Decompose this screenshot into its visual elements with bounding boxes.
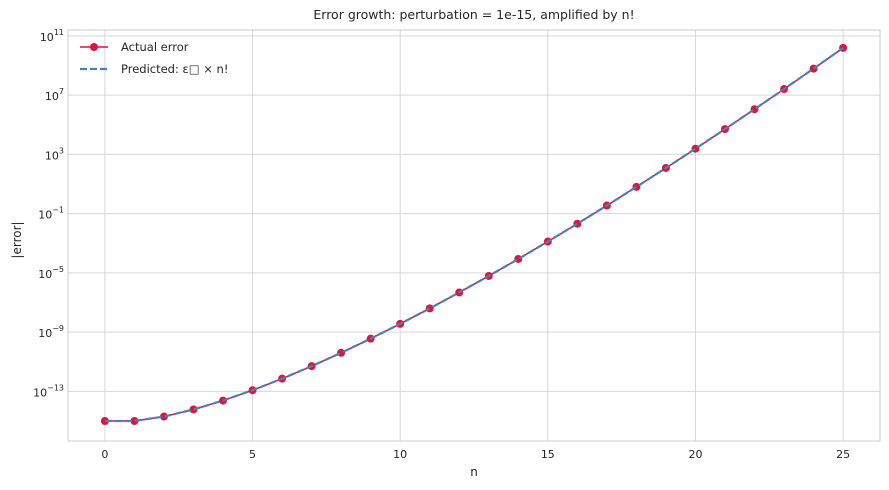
actual-error-point	[159, 412, 168, 421]
x-tick-label: 15	[541, 448, 555, 461]
x-axis-ticks: 0 5 10 15 20 25	[101, 448, 850, 461]
y-tick-label: 10−13	[33, 383, 64, 399]
actual-error-point	[337, 348, 346, 357]
legend-actual-label: Actual error	[121, 40, 189, 54]
legend-predicted-label: Predicted: ε□ × n!	[121, 62, 228, 76]
predicted-error-line	[104, 47, 844, 423]
actual-error-point	[189, 405, 198, 414]
y-axis-ticks: 10−13 10−9 10−5 10−1 103 107 1011	[33, 28, 64, 399]
x-tick-label: 20	[688, 448, 702, 461]
legend-actual-marker	[90, 43, 98, 51]
legend: Actual error Predicted: ε□ × n!	[80, 40, 228, 76]
x-tick-label: 10	[393, 448, 407, 461]
y-tick-label: 103	[45, 146, 64, 162]
grid	[68, 30, 880, 441]
chart-title: Error growth: perturbation = 1e-15, ampl…	[313, 7, 634, 22]
actual-error-point	[130, 417, 139, 426]
y-tick-label: 10−1	[38, 206, 64, 222]
series-layer	[100, 43, 848, 426]
x-tick-label: 25	[836, 448, 850, 461]
y-tick-label: 107	[45, 87, 64, 103]
y-axis-label: |error|	[10, 221, 24, 258]
actual-error-point	[425, 304, 434, 313]
x-tick-label: 5	[249, 448, 256, 461]
x-axis-label: n	[470, 465, 478, 479]
x-tick-label: 0	[101, 448, 108, 461]
actual-error-line	[104, 47, 844, 422]
plot-area	[67, 29, 881, 442]
y-tick-label: 1011	[40, 28, 64, 44]
y-tick-label: 10−5	[38, 265, 64, 281]
y-tick-label: 10−9	[38, 324, 64, 340]
